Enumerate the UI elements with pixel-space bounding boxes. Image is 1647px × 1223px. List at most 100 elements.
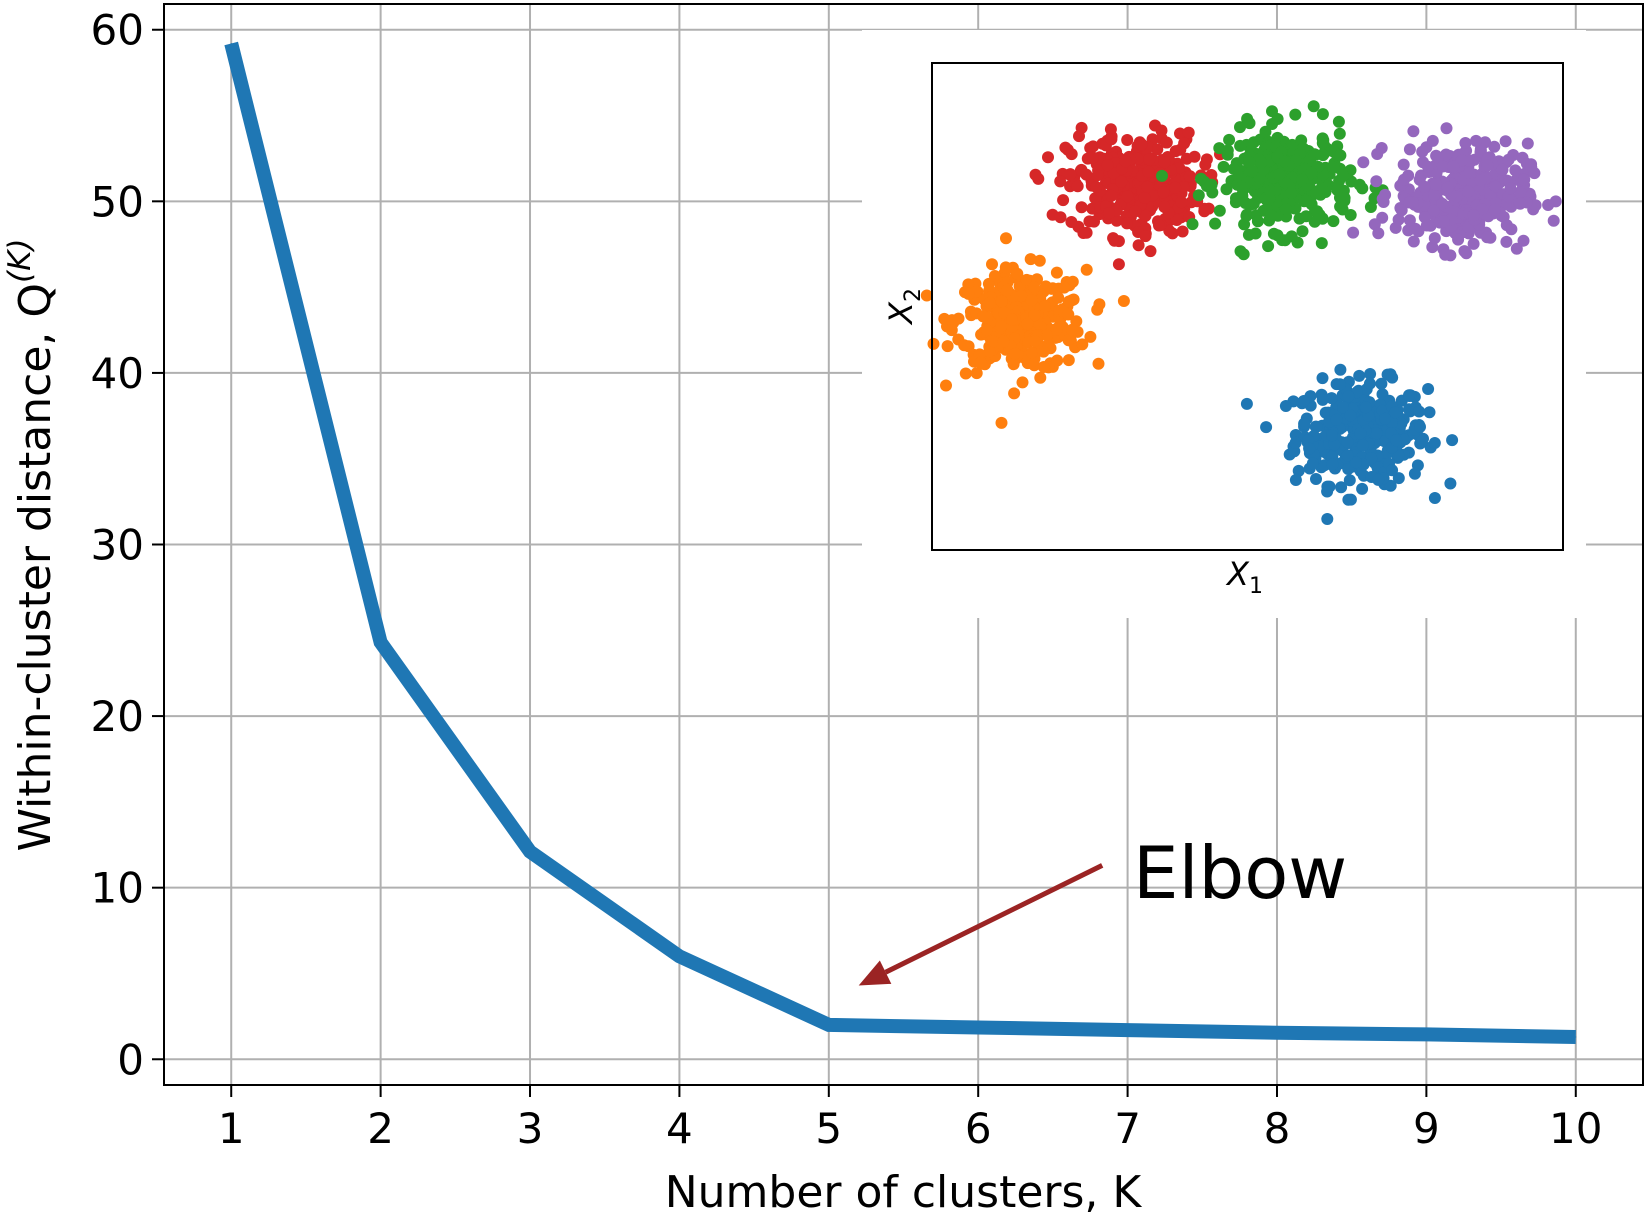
inset-point xyxy=(1408,467,1421,480)
inset-point xyxy=(1418,180,1431,193)
data-point xyxy=(1575,1036,1577,1038)
inset-point xyxy=(1086,151,1099,164)
inset-point xyxy=(1467,209,1480,222)
inset-point xyxy=(1379,412,1392,425)
x-axis-label: Number of clusters, K xyxy=(665,1167,1143,1218)
inset-point xyxy=(1279,400,1292,412)
inset-point xyxy=(1080,263,1093,276)
inset-point xyxy=(958,339,971,352)
inset-point xyxy=(959,367,972,380)
inset-point xyxy=(995,320,1008,333)
inset-point xyxy=(1403,196,1416,209)
inset-point xyxy=(1529,199,1542,212)
inset-point xyxy=(1084,330,1097,343)
inset-point xyxy=(1178,137,1191,150)
inset-point xyxy=(1459,137,1472,149)
inset-point xyxy=(1372,227,1385,240)
inset-point xyxy=(1289,108,1302,121)
inset-point xyxy=(1474,174,1487,187)
inset-point xyxy=(1091,303,1104,316)
inset-point xyxy=(1289,436,1302,449)
inset-point xyxy=(1389,221,1402,234)
inset-point xyxy=(1357,156,1370,169)
inset-point xyxy=(1334,363,1347,376)
inset-point xyxy=(1316,372,1329,385)
data-point xyxy=(1127,1029,1129,1031)
inset-point xyxy=(1237,248,1250,261)
inset-point xyxy=(1090,181,1103,193)
inset-point xyxy=(1326,458,1339,471)
inset-point xyxy=(1517,234,1530,247)
inset-point xyxy=(1038,300,1051,313)
inset-y-label: X2 xyxy=(882,288,926,326)
inset-point xyxy=(1260,421,1273,434)
elbow-label: Elbow xyxy=(1133,831,1347,915)
data-point xyxy=(230,42,232,44)
inset-point xyxy=(1372,473,1385,486)
inset-point xyxy=(1356,482,1369,495)
inset-point xyxy=(1289,474,1302,486)
inset-point xyxy=(1144,245,1157,258)
inset-point xyxy=(1481,231,1494,244)
inset-point xyxy=(1139,209,1152,222)
inset-point xyxy=(1316,108,1329,121)
inset-point xyxy=(1015,289,1028,302)
data-point xyxy=(977,1027,979,1029)
inset-point xyxy=(1240,208,1253,221)
data-point xyxy=(828,1024,830,1026)
inset-point xyxy=(1234,139,1247,152)
inset-point xyxy=(1439,248,1452,261)
series-line xyxy=(224,41,1576,1044)
inset-point xyxy=(1246,165,1258,178)
inset-point xyxy=(1242,228,1255,241)
inset-point xyxy=(1232,170,1245,183)
inset-point xyxy=(1342,493,1355,506)
inset-point xyxy=(987,335,1000,348)
inset-point xyxy=(983,296,996,309)
x-tick-label: 9 xyxy=(1413,1104,1440,1153)
inset-point xyxy=(1423,406,1436,419)
inset-point xyxy=(1510,242,1523,255)
inset-point xyxy=(1428,189,1441,201)
inset-point xyxy=(1200,153,1213,166)
inset-point xyxy=(1255,156,1268,169)
inset-point xyxy=(1467,237,1480,250)
inset-point xyxy=(1174,127,1186,140)
inset-point xyxy=(1157,186,1170,199)
inset-point xyxy=(1431,151,1444,164)
inset-x-label: X1 xyxy=(1225,555,1263,599)
inset-point xyxy=(1509,164,1522,177)
inset-point xyxy=(1460,247,1473,260)
inset-point xyxy=(1267,227,1280,240)
inset-point xyxy=(1028,309,1041,322)
inset-point xyxy=(1359,401,1372,414)
inset-point xyxy=(1403,214,1416,227)
inset-point xyxy=(1247,136,1260,149)
inset-point xyxy=(995,416,1008,429)
inset-point xyxy=(940,379,952,392)
x-tick-label: 6 xyxy=(965,1104,992,1153)
x-tick-label: 1 xyxy=(218,1104,245,1153)
inset-point xyxy=(1488,140,1501,153)
inset-point xyxy=(1300,195,1313,207)
inset-point xyxy=(1119,155,1132,168)
inset-point xyxy=(1386,464,1399,477)
inset-frame xyxy=(931,62,1564,551)
inset-point xyxy=(1368,218,1381,231)
inset-point xyxy=(1103,207,1115,220)
inset-point xyxy=(1342,463,1355,475)
inset-point xyxy=(1163,224,1176,237)
inset-points xyxy=(920,100,1562,525)
x-tick-label: 5 xyxy=(815,1104,842,1153)
inset-point xyxy=(1325,392,1338,405)
inset-point xyxy=(1334,149,1347,162)
inset-point xyxy=(1514,186,1527,199)
inset-point xyxy=(1331,184,1344,197)
elbow-arrow-head xyxy=(858,960,892,986)
inset-point xyxy=(1447,160,1460,173)
inset-point xyxy=(1120,217,1133,230)
inset-point xyxy=(1087,140,1100,153)
inset-point xyxy=(1188,150,1201,163)
inset-point xyxy=(1229,196,1242,209)
inset-point xyxy=(1037,361,1050,373)
